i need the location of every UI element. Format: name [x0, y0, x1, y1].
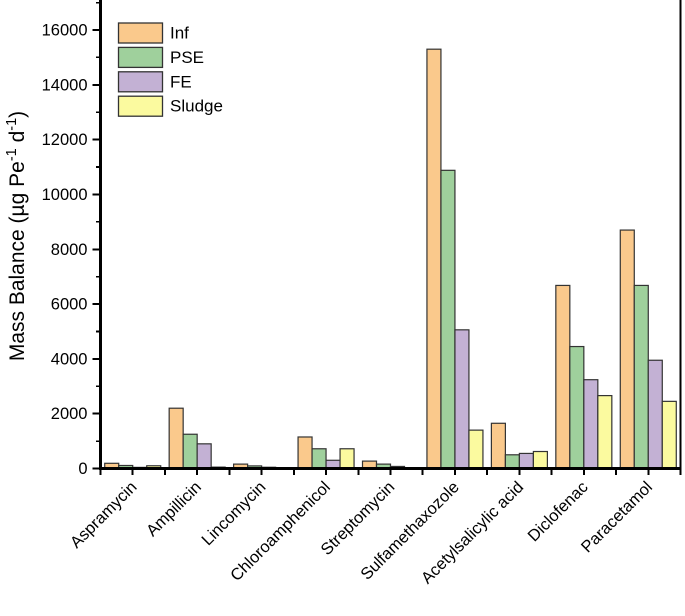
- y-tick-label: 16000: [42, 22, 88, 40]
- legend-swatch-pse: [117, 46, 164, 69]
- bar-inf-diclofenac: [555, 284, 571, 470]
- y-tick-label: 2000: [51, 405, 88, 423]
- y-axis-title-part: Mass Balance (µg Pe: [6, 161, 29, 361]
- bar-sludge-chloroamphenicol: [339, 448, 355, 470]
- bar-sludge-paracetamol: [661, 400, 677, 470]
- bar-inf-chloroamphenicol: [297, 436, 313, 470]
- bar-sludge-acetylsalicylic-acid: [532, 450, 548, 470]
- legend-swatch-inf: [117, 22, 164, 44]
- bar-inf-acetylsalicylic-acid: [490, 422, 506, 470]
- y-tick-label: 14000: [42, 76, 88, 94]
- legend-swatch-fe: [117, 71, 164, 93]
- y-axis-title: Mass Balance (µg Pe-1 d-1): [4, 111, 29, 361]
- legend: Inf PSE FE Sludge: [117, 22, 223, 117]
- legend-label-pse: PSE: [170, 48, 204, 67]
- bar-pse-diclofenac: [569, 345, 585, 470]
- bar-fe-diclofenac: [583, 379, 599, 470]
- x-tick-label-ampillicin: Ampillicin: [143, 478, 205, 540]
- bar-inf-ampillicin: [168, 407, 184, 470]
- bar-fe-ampillicin: [196, 443, 212, 470]
- x-tick-label-aspramycin: Aspramycin: [67, 478, 141, 552]
- bar-inf-paracetamol: [619, 229, 635, 470]
- legend-label-fe: FE: [170, 72, 192, 91]
- bar-pse-chloroamphenicol: [311, 448, 327, 470]
- bar-fe-acetylsalicylic-acid: [518, 452, 534, 470]
- bar-inf-sulfamethaxozole: [426, 48, 442, 470]
- y-tick-label: 4000: [51, 350, 88, 368]
- y-axis-title-part: -1: [4, 148, 20, 161]
- bar-sludge-diclofenac: [597, 394, 613, 470]
- y-tick-label: 8000: [51, 241, 88, 259]
- legend-swatch-sludge: [117, 95, 164, 117]
- bar-fe-sulfamethaxozole: [454, 329, 470, 470]
- bar-pse-acetylsalicylic-acid: [504, 454, 520, 470]
- x-tick-label-diclofenac: Diclofenac: [524, 478, 591, 545]
- bar-pse-paracetamol: [633, 284, 649, 470]
- y-axis-title-part: -1: [4, 118, 20, 131]
- bar-pse-sulfamethaxozole: [440, 169, 456, 470]
- legend-label-sludge: Sludge: [170, 97, 223, 116]
- y-tick-label: 0: [78, 460, 87, 478]
- y-axis-title-part: d: [6, 131, 29, 149]
- bar-sludge-sulfamethaxozole: [468, 429, 484, 470]
- bar-fe-paracetamol: [647, 359, 663, 470]
- y-tick-label: 6000: [51, 296, 88, 314]
- axes: [99, 0, 682, 470]
- y-tick-label: 12000: [42, 131, 88, 149]
- x-tick-label-lincomycin: Lincomycin: [198, 478, 269, 549]
- bar-pse-ampillicin: [182, 433, 198, 470]
- y-tick-label: 10000: [42, 186, 88, 204]
- y-axis-title-part: ): [6, 111, 29, 118]
- legend-label-inf: Inf: [170, 24, 189, 43]
